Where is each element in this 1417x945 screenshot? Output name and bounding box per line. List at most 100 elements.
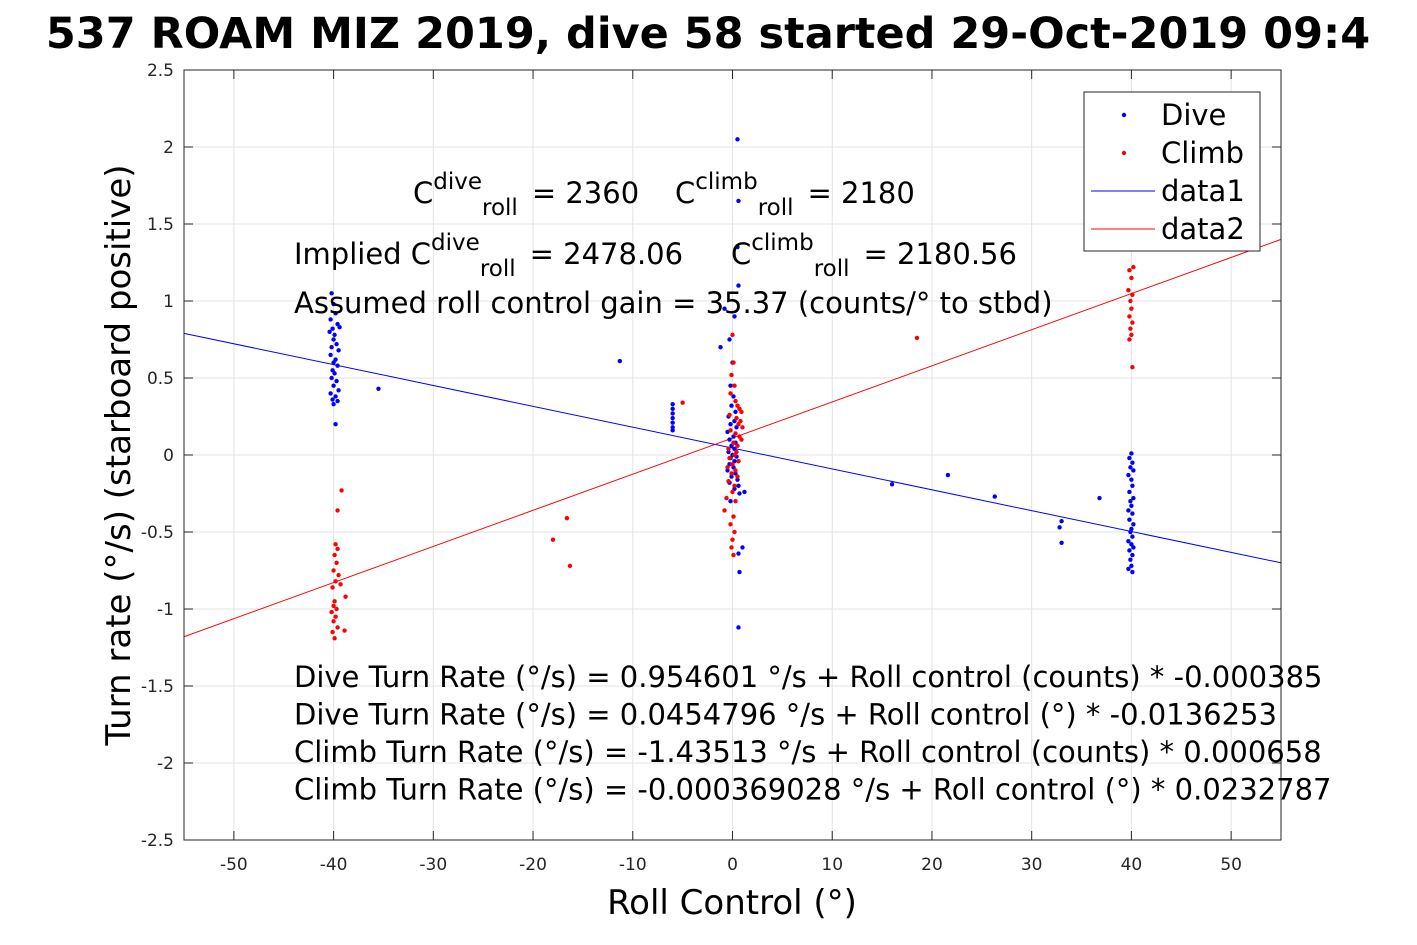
dive-point [670, 411, 675, 416]
fit-equation: Climb Turn Rate (°/s) = -0.000369028 °/s… [294, 773, 1331, 807]
dive-point [728, 383, 733, 388]
dive-point [731, 394, 736, 399]
climb-point [732, 383, 737, 388]
climb-point [729, 471, 734, 476]
climb-point [1129, 306, 1134, 311]
dive-point [1126, 508, 1131, 513]
dive-point [335, 363, 340, 368]
dive-point [328, 317, 333, 322]
y-tick-label: 0.5 [147, 369, 174, 389]
climb-point [1130, 365, 1135, 370]
x-tick-label: -40 [320, 855, 348, 875]
dive-point [329, 345, 334, 350]
climb-point [735, 443, 740, 448]
x-tick-label: 50 [1220, 855, 1242, 875]
dive-point [889, 482, 895, 487]
dive-point [670, 420, 675, 425]
climb-point [727, 412, 732, 418]
dive-point [1126, 539, 1131, 544]
y-tick-label: -2.5 [141, 831, 174, 851]
climb-point [332, 552, 337, 558]
climb-point [731, 440, 736, 445]
dive-point [728, 499, 733, 504]
climb-point [1128, 298, 1133, 304]
dive-point [1131, 468, 1136, 473]
dive-point [1131, 522, 1136, 527]
dive-point [735, 137, 740, 142]
climb-point [342, 628, 347, 633]
x-tick-label: -20 [519, 855, 547, 875]
dive-point [1130, 483, 1135, 488]
y-tick-label: -2 [157, 754, 174, 774]
dive-point [729, 474, 734, 479]
climb-point [330, 629, 335, 635]
dive-point [1128, 529, 1133, 535]
dive-point [335, 398, 340, 404]
climb-point [726, 446, 731, 452]
climb-point [740, 425, 745, 430]
climb-point [735, 474, 740, 479]
climb-point [567, 563, 573, 569]
dive-point [945, 472, 951, 478]
climb-point [680, 400, 685, 405]
dive-point [336, 388, 341, 393]
legend-label: Climb [1161, 136, 1244, 170]
climb-point [332, 599, 337, 604]
dive-point [330, 397, 335, 402]
legend-box [1083, 91, 1261, 252]
y-tick-label: -1 [157, 600, 174, 620]
legend-label: data1 [1161, 174, 1245, 208]
x-tick-label: 0 [727, 855, 738, 875]
climb-point [726, 478, 731, 484]
dive-point [733, 409, 738, 415]
climb-point [733, 431, 738, 436]
dive-point [1127, 489, 1132, 495]
legend-label: data2 [1161, 212, 1245, 246]
climb-point [1130, 320, 1135, 325]
climb-point [334, 560, 339, 565]
climb-point [343, 594, 348, 599]
y-axis-label: Turn rate (°/s) (starboard positive) [99, 164, 139, 746]
legend-label: Dive [1161, 98, 1226, 132]
dive-point [1130, 569, 1135, 575]
dive-point [1128, 557, 1133, 562]
climb-point [333, 579, 338, 584]
dive-point [1130, 511, 1135, 516]
climb-point [732, 452, 737, 458]
dive-point [729, 403, 734, 408]
dive-point [1097, 495, 1102, 501]
c-roll-dive-annotation: Cdiveroll = 2360 [413, 169, 639, 221]
climb-point [733, 499, 738, 504]
dive-point [331, 337, 336, 342]
dive-point [1127, 455, 1132, 461]
dive-point [376, 386, 381, 391]
dive-point [740, 545, 745, 550]
implied-c-roll-climb-annotation: Cclimbroll = 2180.56 [731, 230, 1017, 282]
data-points [327, 137, 1136, 641]
dive-point [333, 394, 338, 399]
dive-point [736, 483, 741, 488]
climb-point [733, 468, 738, 473]
climb-point [739, 409, 744, 415]
x-tick-label: -30 [419, 855, 447, 875]
climb-point [730, 462, 735, 467]
climb-point [731, 360, 736, 365]
y-tick-label: 1.5 [147, 215, 174, 235]
dive-point [1127, 548, 1132, 553]
c-roll-climb-annotation: Cclimbroll = 2180 [675, 169, 915, 221]
dive-point [327, 329, 332, 334]
climb-point [1127, 337, 1132, 342]
x-tick-label: -50 [220, 855, 248, 875]
y-tick-label: 0 [163, 446, 174, 466]
dive-point [334, 378, 339, 384]
climb-point [914, 335, 920, 341]
x-tick-label: 30 [1021, 855, 1043, 875]
dive-point [735, 477, 740, 482]
dive-point [725, 468, 730, 473]
climb-point [1126, 288, 1131, 293]
climb-point [1127, 268, 1132, 273]
dive-point [670, 401, 675, 407]
climb-point [339, 488, 344, 493]
dive-point [1128, 465, 1133, 470]
